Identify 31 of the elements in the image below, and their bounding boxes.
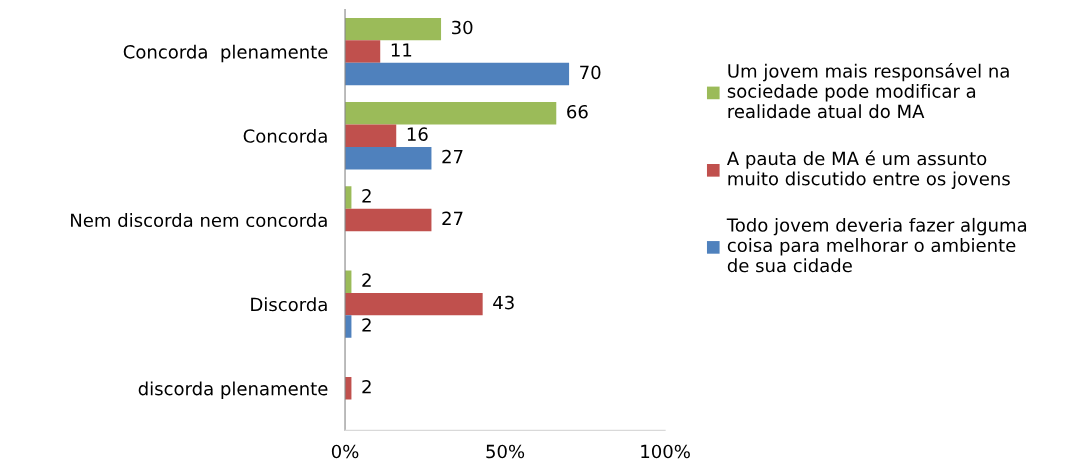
bar	[345, 102, 557, 125]
y-tick-label: Nem discorda nem concorda	[71, 213, 327, 228]
data-label: 2	[362, 379, 371, 394]
bar	[345, 124, 397, 147]
bar	[345, 292, 483, 316]
bar	[345, 17, 442, 41]
x-tick-label: 100%	[641, 444, 690, 459]
data-label: 2	[362, 318, 371, 332]
legend-label: Todo jovem deveria fazer alguma coisa para melhorar o ambiente de sua cidade	[726, 217, 1027, 273]
legend-label: Um jovem mais responsável na sociedade pode modificar a realidade atual do MA	[727, 63, 1009, 119]
data-label: 27	[442, 211, 463, 225]
y-tick-label: discorda plenamente	[138, 381, 328, 399]
data-label: 27	[442, 149, 463, 164]
y-tick-label: Concorda	[243, 128, 327, 143]
bar	[345, 40, 381, 63]
data-label: 2	[362, 273, 371, 287]
legend-label: A pauta de MA é um assunto muito discutido entre os jovens	[726, 150, 1010, 189]
data-label: 30	[452, 20, 473, 35]
bar	[345, 146, 432, 170]
bar	[345, 62, 570, 86]
data-label: 2	[362, 189, 371, 203]
data-label: 70	[580, 65, 601, 80]
x-tick-label: 0%	[331, 444, 359, 459]
y-tick-label: Discorda	[251, 297, 327, 312]
y-tick-label: Concorda plenamente	[123, 44, 328, 63]
data-label: 66	[567, 104, 588, 119]
x-tick-label: 50%	[486, 444, 525, 459]
data-label: 16	[407, 127, 428, 141]
bar	[345, 208, 432, 232]
data-label: 11	[391, 43, 412, 57]
data-label: 43	[493, 295, 514, 310]
